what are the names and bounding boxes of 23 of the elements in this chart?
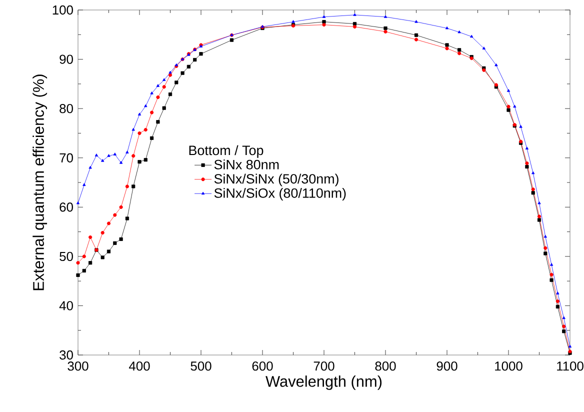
x-tick-label: 300 bbox=[68, 362, 88, 371]
y-tick-label: 30 bbox=[60, 350, 73, 360]
legend-label: SiNx/SiOx (80/110nm) bbox=[214, 188, 346, 200]
legend-title: Bottom / Top bbox=[189, 145, 264, 158]
x-tick-label: 400 bbox=[128, 362, 150, 371]
x-tick-label: 700 bbox=[314, 362, 334, 371]
y-tick-label: 50 bbox=[60, 252, 73, 262]
x-tick-label: 600 bbox=[252, 362, 273, 371]
y-tick-label: 70 bbox=[60, 153, 73, 162]
y-tick-label: 60 bbox=[60, 202, 73, 212]
y-axis-title: External quantum efficiency (%) bbox=[32, 74, 48, 290]
y-tick-label: 40 bbox=[59, 301, 73, 310]
x-tick-label: 900 bbox=[436, 362, 458, 371]
x-tick-label: 1100 bbox=[557, 362, 584, 371]
y-tick-label: 90 bbox=[60, 54, 73, 64]
x-tick-label: 500 bbox=[190, 362, 212, 371]
x-tick-label: 1000 bbox=[495, 362, 522, 371]
x-axis-title: Wavelength (nm) bbox=[266, 376, 382, 390]
legend-label: SiNx 80nm bbox=[214, 160, 279, 170]
legend-label: SiNx/SiNx (50/30nm) bbox=[214, 174, 338, 186]
y-tick-label: 80 bbox=[60, 104, 73, 114]
y-tick-label: 100 bbox=[52, 5, 73, 15]
x-tick-label: 800 bbox=[375, 362, 396, 371]
